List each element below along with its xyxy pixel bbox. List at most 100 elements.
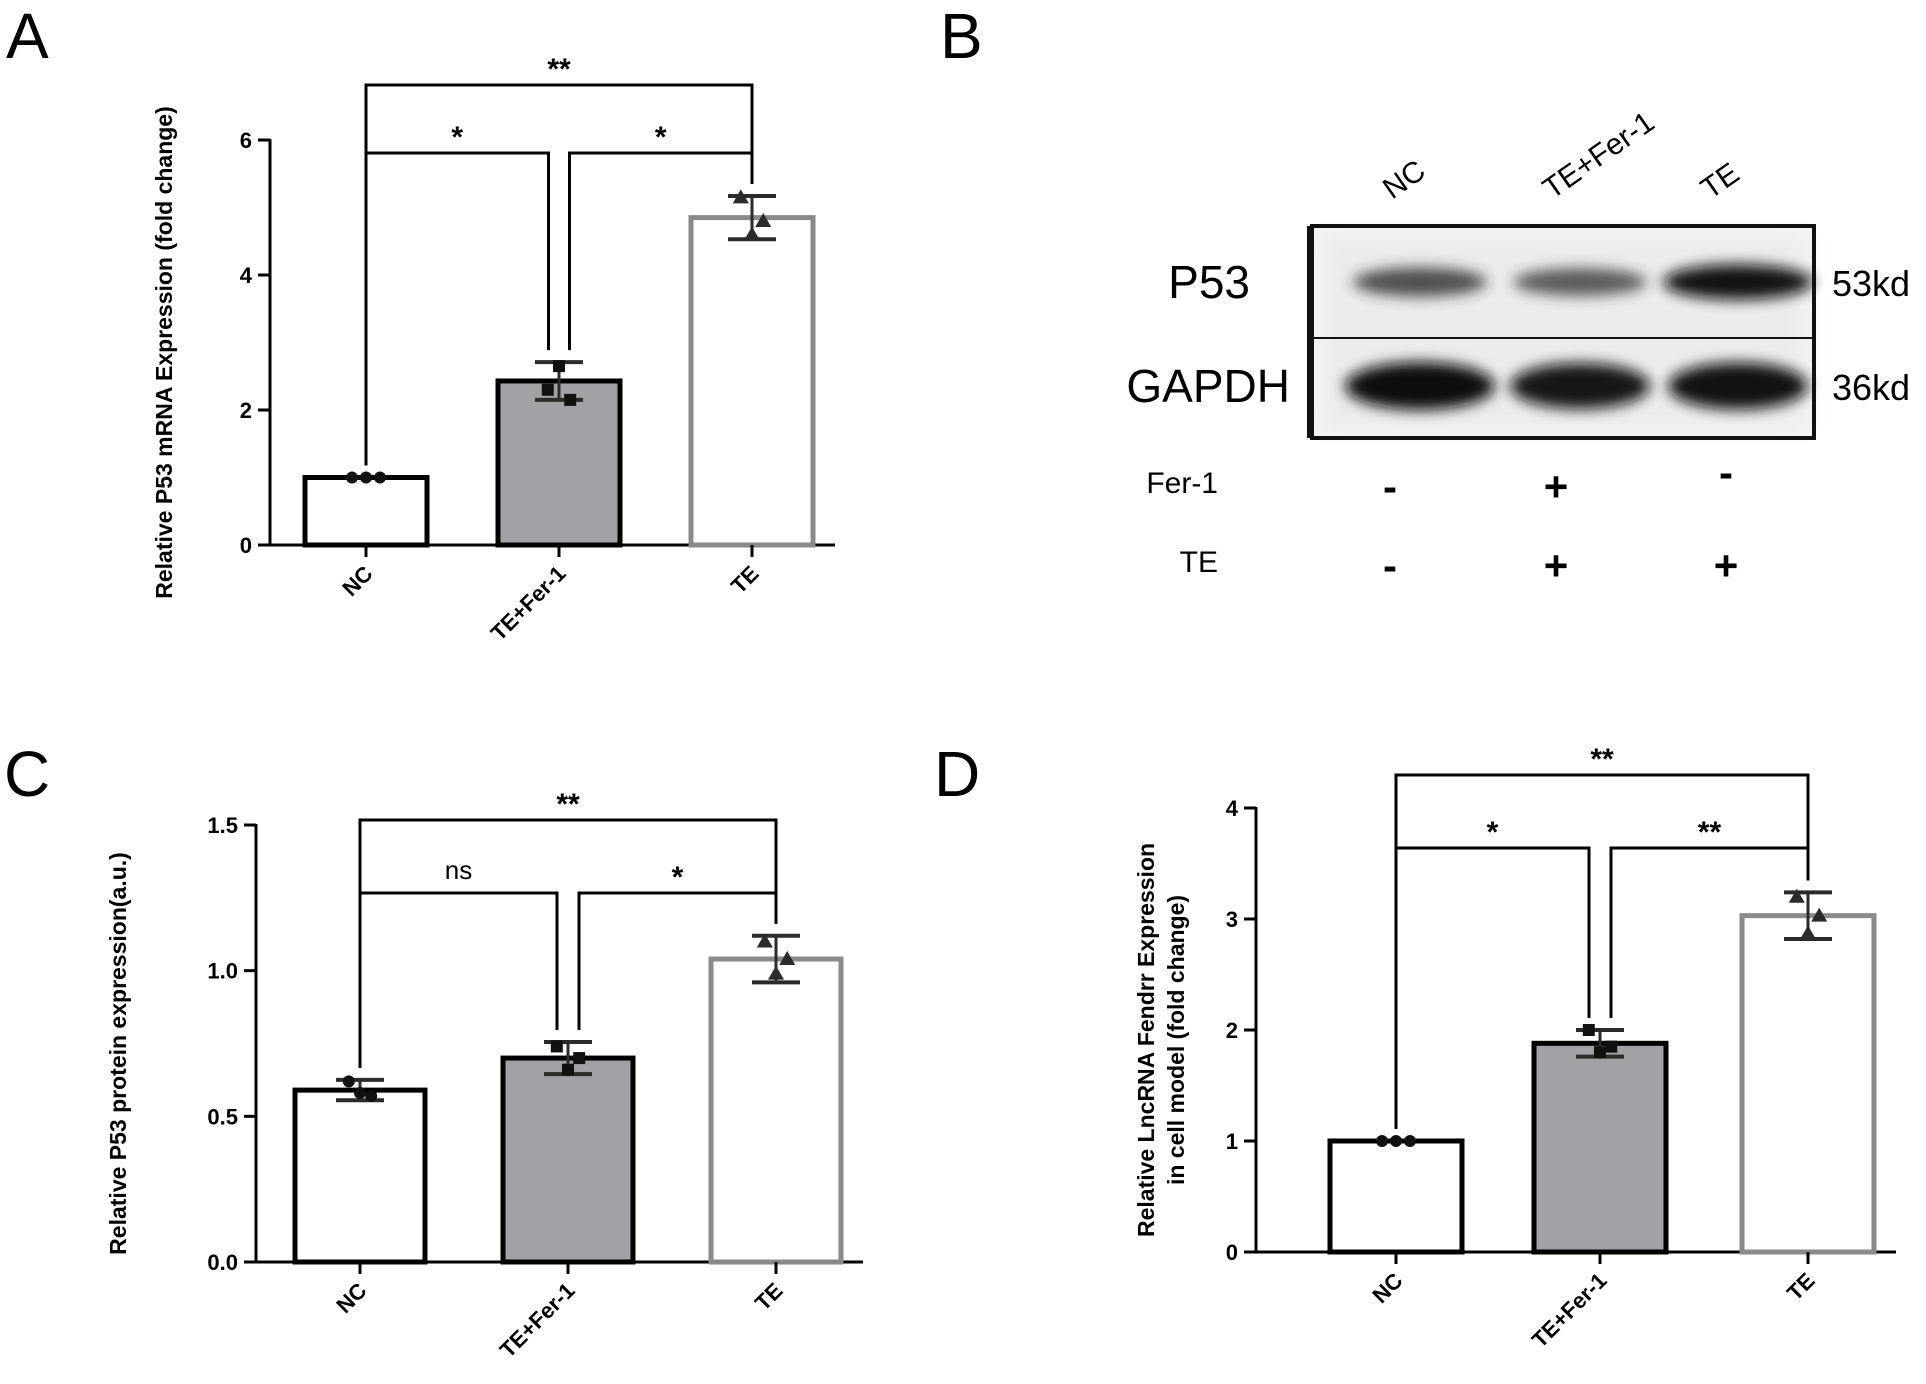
significance-bracket — [577, 891, 778, 1031]
blot-size-label: 53kd — [1832, 263, 1910, 304]
data-point — [541, 383, 554, 396]
condition-sign: - — [1719, 449, 1733, 496]
condition-sign: - — [1383, 542, 1397, 589]
x-tick-label: NC — [337, 561, 377, 601]
condition-label: TE — [1180, 546, 1218, 579]
significance-bracket — [1394, 846, 1591, 1129]
x-tick-label: TE+Fer-1 — [495, 1278, 580, 1363]
data-point — [1800, 925, 1816, 940]
y-tick-label: 1 — [1226, 1129, 1238, 1154]
chart-c: 0.0 0.5 1.0 1.5 Relative P53 protein express… — [105, 788, 863, 1363]
bar — [292, 1087, 428, 1265]
y-axis-label: Relative P53 mRNA Expression (fold chang… — [151, 106, 177, 599]
condition-sign: + — [1714, 542, 1739, 589]
y-tick-label: 0 — [1226, 1240, 1238, 1265]
blot-band — [1345, 362, 1495, 410]
data-point — [354, 1087, 366, 1100]
significance-bracket — [364, 151, 550, 466]
significance-bracket — [358, 891, 559, 1068]
significance-bracket — [568, 151, 754, 351]
x-tick-label: TE — [1782, 1268, 1820, 1306]
chart-d: 0 1 2 3 4 Relative LncRNA Fendrr Expression in… — [1133, 743, 1896, 1353]
significance-label: * — [672, 861, 684, 894]
data-point — [732, 189, 749, 204]
panel-letter-c: C — [4, 738, 50, 810]
x-tick-label: NC — [1367, 1268, 1407, 1308]
significance-label: ** — [547, 53, 571, 86]
blot-band — [1513, 268, 1647, 296]
bar — [708, 956, 844, 1265]
blot-lane-label: TE — [1695, 157, 1745, 206]
blot-band — [1663, 264, 1813, 300]
y-axis-label: in cell model (fold change) — [1163, 895, 1189, 1185]
bar — [688, 215, 816, 548]
panel-letter-b: B — [940, 0, 983, 72]
y-tick-label: 4 — [1226, 796, 1239, 821]
x-tick-label: NC — [331, 1278, 371, 1318]
significance-label: ** — [556, 788, 580, 821]
x-tick-label: TE — [750, 1278, 788, 1316]
panel-letter-a: A — [6, 0, 49, 72]
x-tick-label: TE — [726, 561, 764, 599]
blot-size-label: 36kd — [1832, 367, 1910, 408]
y-axis-label: Relative P53 protein expression(a.u.) — [105, 852, 131, 1255]
significance-label: ** — [1698, 816, 1722, 849]
blot-band — [1510, 363, 1650, 409]
data-point — [1594, 1046, 1606, 1059]
y-tick-label: 6 — [240, 128, 252, 153]
data-point — [755, 213, 772, 227]
blot-band — [1353, 267, 1487, 297]
y-axis-label: Relative LncRNA Fendrr Expression — [1133, 843, 1159, 1237]
y-tick-label: 1.5 — [207, 813, 238, 838]
condition-sign: + — [1544, 542, 1569, 589]
x-tick-label: TE+Fer-1 — [1527, 1268, 1612, 1353]
bar — [302, 475, 430, 548]
data-point — [365, 1089, 378, 1102]
data-point — [768, 965, 784, 980]
data-point — [374, 471, 386, 484]
data-point — [1376, 1135, 1388, 1147]
bar — [1531, 1040, 1669, 1255]
data-point — [573, 1052, 586, 1065]
bar — [1739, 913, 1877, 1255]
western-blot: NC TE+Fer-1 TE P53 53kd GAPDH 36kd Fer-1 - + - TE - +… — [1126, 106, 1910, 589]
data-point — [1788, 888, 1805, 903]
bar — [495, 378, 623, 548]
data-point — [342, 1075, 355, 1088]
data-point — [562, 1063, 574, 1076]
condition-label: Fer-1 — [1146, 467, 1218, 500]
data-point — [564, 393, 577, 406]
y-tick-label: 0.0 — [207, 1250, 238, 1275]
condition-sign: - — [1383, 463, 1397, 510]
data-point — [346, 471, 358, 484]
data-point — [550, 1040, 563, 1053]
x-tick-label: TE+Fer-1 — [486, 561, 571, 646]
y-tick-label: 4 — [240, 263, 253, 288]
significance-bracket — [1609, 846, 1810, 1018]
significance-label: * — [655, 121, 667, 154]
data-point — [1582, 1024, 1595, 1036]
significance-label: ** — [1590, 743, 1614, 776]
y-tick-label: 1.0 — [207, 959, 238, 984]
significance-label: * — [1487, 816, 1499, 849]
blot-band — [1668, 362, 1808, 410]
data-point — [1605, 1040, 1618, 1053]
data-point — [553, 360, 565, 373]
y-tick-label: 0 — [240, 533, 252, 558]
y-tick-label: 0.5 — [207, 1104, 238, 1129]
data-point — [779, 951, 796, 966]
significance-label: ns — [445, 855, 472, 885]
y-tick-label: 2 — [1226, 1018, 1238, 1043]
blot-lane-label: NC — [1377, 154, 1431, 206]
data-point — [756, 933, 773, 948]
blot-lane-label: TE+Fer-1 — [1537, 106, 1660, 206]
blot-row-label: GAPDH — [1126, 360, 1290, 412]
data-point — [1404, 1135, 1416, 1147]
data-point — [1390, 1135, 1402, 1147]
panel-letter-d: D — [934, 738, 980, 810]
y-tick-label: 3 — [1226, 907, 1238, 932]
blot-row-label: P53 — [1168, 256, 1250, 308]
y-tick-label: 2 — [240, 398, 252, 423]
data-point — [744, 226, 760, 241]
